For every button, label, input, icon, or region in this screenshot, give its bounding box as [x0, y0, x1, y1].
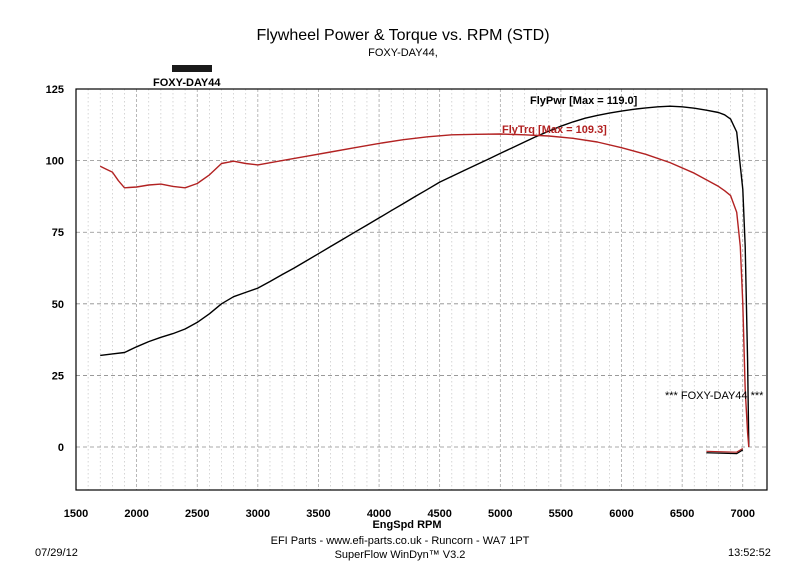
- run-annotation: *** FOXY-DAY44 ***: [665, 390, 764, 402]
- footer-date: 07/29/12: [35, 547, 78, 559]
- x-tick-label: 5000: [488, 508, 512, 520]
- footer-line2: SuperFlow WinDyn™ V3.2: [335, 549, 466, 561]
- x-tick-label: 3500: [306, 508, 330, 520]
- series-tail-trq: [706, 447, 744, 453]
- series-label-flytrq: FlyTrq [Max = 109.3]: [502, 124, 607, 136]
- legend-label: FOXY-DAY44: [153, 77, 221, 89]
- x-axis: 1500 2000 2500 3000 3500 4000 4500 5000 5500 6000…: [64, 508, 755, 520]
- footer-line1: EFI Parts - www.efi-parts.co.uk - Runcor…: [271, 535, 530, 547]
- legend-swatch: [172, 65, 212, 72]
- series-tail-pwr: [706, 449, 744, 455]
- x-axis-label: EngSpd RPM: [372, 519, 441, 531]
- legend: FOXY-DAY44: [153, 65, 221, 89]
- y-tick-label: 50: [52, 299, 64, 311]
- x-tick-label: 7000: [731, 508, 755, 520]
- series-line-flypwr: [100, 105, 750, 448]
- chart-subtitle: FOXY-DAY44,: [368, 47, 438, 59]
- x-tick-label: 4000: [367, 508, 391, 520]
- x-tick-label: 2500: [185, 508, 209, 520]
- y-tick-label: 125: [46, 84, 64, 96]
- y-axis: 0 25 50 75 100 125: [46, 84, 64, 454]
- x-tick-label: 6000: [609, 508, 633, 520]
- y-tick-label: 0: [58, 442, 64, 454]
- chart-title: Flywheel Power & Torque vs. RPM (STD): [256, 27, 549, 44]
- x-tick-label: 2000: [124, 508, 148, 520]
- plot-frame: [75, 88, 768, 491]
- series-group: FlyPwr [Max = 119.0] FlyTrq [Max = 109.3]: [99, 95, 750, 455]
- x-tick-label: 4500: [427, 508, 451, 520]
- y-tick-label: 100: [46, 156, 64, 168]
- grid: [76, 89, 767, 490]
- y-tick-label: 75: [52, 227, 64, 239]
- x-tick-label: 5500: [549, 508, 573, 520]
- x-tick-label: 3000: [246, 508, 270, 520]
- series-line-flytrq: [99, 133, 750, 448]
- x-tick-label: 6500: [670, 508, 694, 520]
- x-tick-label: 1500: [64, 508, 88, 520]
- series-label-flypwr: FlyPwr [Max = 119.0]: [530, 95, 638, 107]
- footer-time: 13:52:52: [728, 547, 771, 559]
- y-tick-label: 25: [52, 370, 64, 382]
